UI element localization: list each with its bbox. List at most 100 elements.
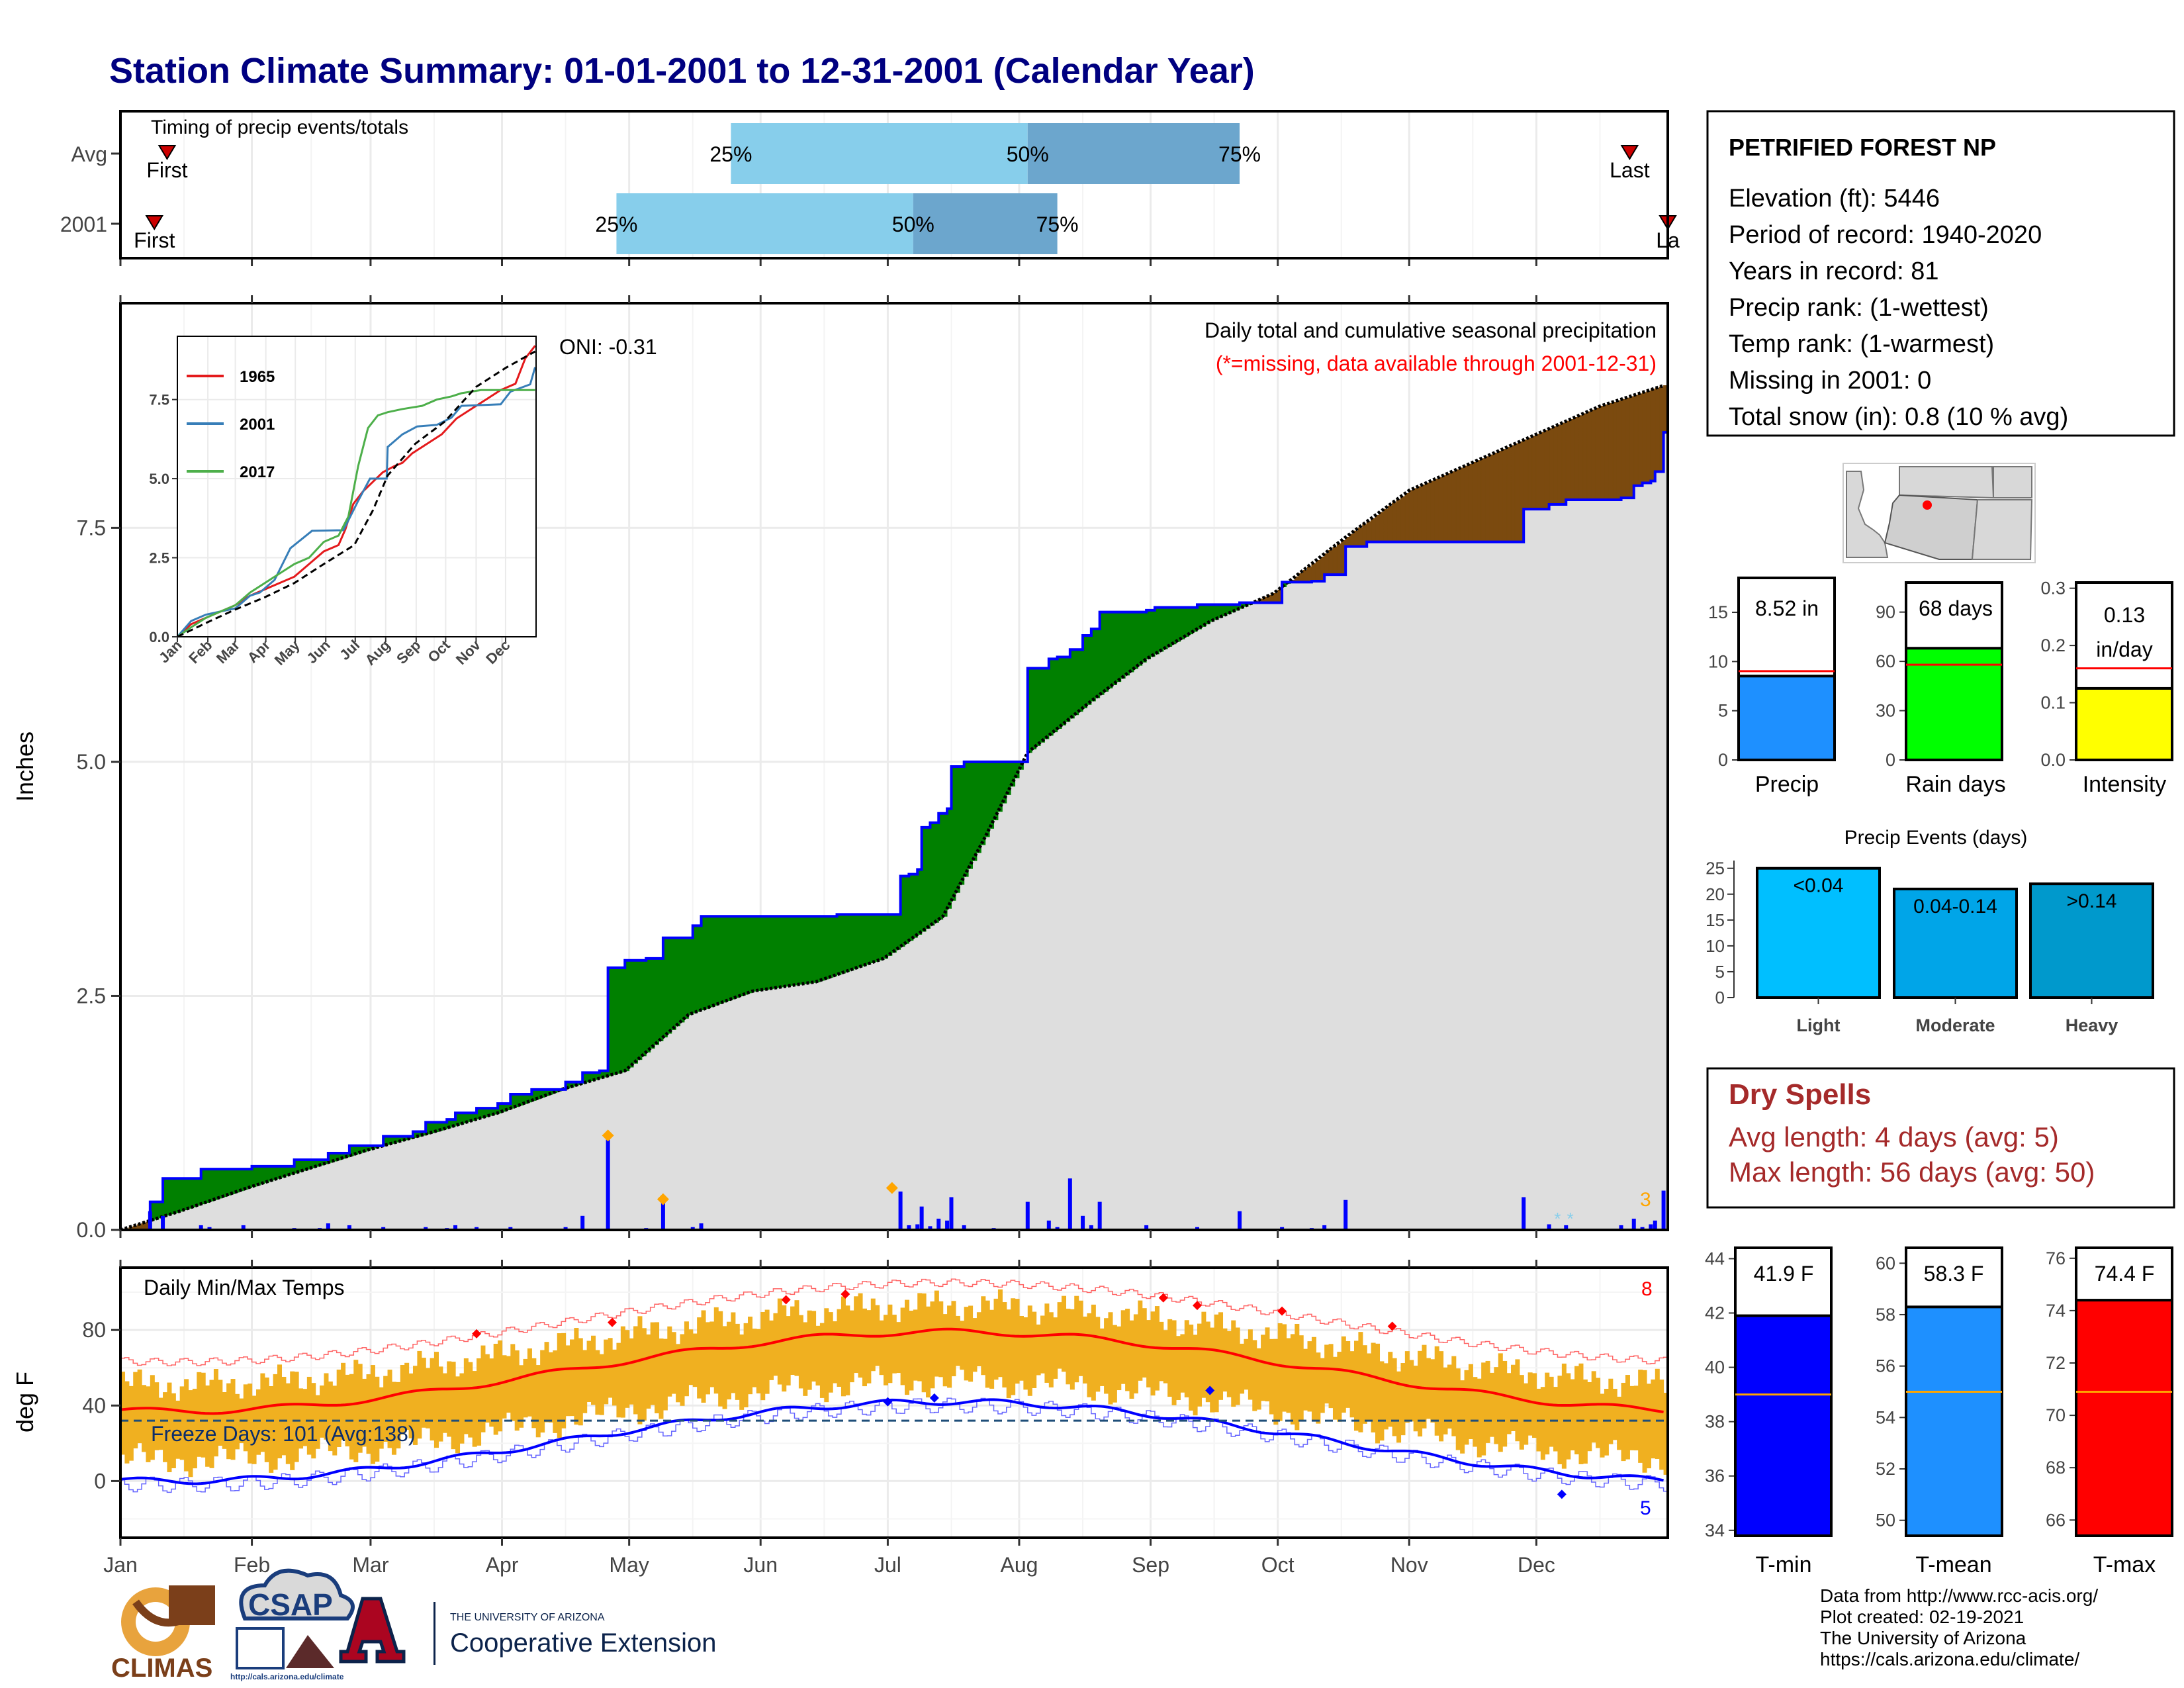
station-info-line: Years in record: 81 xyxy=(1729,258,1939,285)
daily-temp-bar xyxy=(1184,1320,1189,1397)
daily-precip-bar xyxy=(1046,1220,1051,1230)
stat-value-unit: in/day xyxy=(2096,637,2152,661)
daily-temp-bar xyxy=(375,1376,380,1462)
temp-summary-tick-label: 66 xyxy=(2046,1510,2066,1530)
daily-temp-bar xyxy=(667,1326,672,1397)
daily-temp-bar xyxy=(540,1350,545,1433)
temp-summary-value: 74.4 F xyxy=(2095,1262,2155,1286)
daily-temp-bar xyxy=(833,1321,838,1383)
daily-temp-bar xyxy=(726,1321,731,1400)
daily-temp-bar xyxy=(269,1385,274,1473)
daily-temp-bar xyxy=(752,1329,757,1387)
record-max-marker xyxy=(1277,1306,1287,1316)
precip-events-panel: Precip Events (days) 0 5 10 15 20 25 <0.04 Ligh… xyxy=(1706,827,2171,1035)
first-event-marker xyxy=(145,215,164,230)
daily-temp-bar xyxy=(1074,1295,1079,1383)
daily-temp-bar xyxy=(807,1310,812,1390)
daily-temp-bar xyxy=(484,1354,490,1423)
daily-temp-bar xyxy=(951,1301,956,1377)
daily-temp-bar xyxy=(841,1296,846,1397)
daily-temp-bar xyxy=(659,1338,664,1419)
dry-spells-box: Dry Spells Avg length: 4 days (avg: 5) M… xyxy=(1706,1067,2175,1209)
daily-temp-bar xyxy=(243,1384,248,1452)
daily-temp-bar xyxy=(1324,1344,1330,1404)
daily-temp-bar xyxy=(1112,1325,1117,1403)
daily-temp-bar xyxy=(1036,1324,1041,1376)
temp-ytick-label: 40 xyxy=(82,1393,106,1417)
stat-tick-label: 0.3 xyxy=(2040,579,2066,598)
daily-temp-bar xyxy=(1069,1309,1075,1390)
footer-line: Plot created: 02-19-2021 xyxy=(1820,1607,2024,1627)
temp-ytick-label: 80 xyxy=(82,1318,106,1342)
daily-temp-bar xyxy=(819,1323,825,1398)
daily-temp-bar xyxy=(620,1326,625,1418)
daily-temp-bar xyxy=(697,1317,702,1399)
temp-summary-t-mean: 50 52 54 56 58 60 58.3 F T-mean xyxy=(1876,1246,2003,1577)
timing-label-25: 25% xyxy=(709,142,752,166)
daily-precip-bar xyxy=(606,1138,610,1230)
temp-summary-bar xyxy=(1734,1314,1833,1538)
page-title: Station Climate Summary: 01-01-2001 to 1… xyxy=(109,51,1255,91)
daily-temp-bar xyxy=(896,1322,901,1374)
daily-temp-bar xyxy=(803,1322,808,1396)
daily-temp-bar xyxy=(1078,1300,1083,1376)
daily-temp-bar xyxy=(688,1329,694,1385)
ua-logo: THE UNIVERSITY OF ARIZONA Cooperative Ex… xyxy=(339,1597,716,1665)
precip-chart-title: Daily total and cumulative seasonal prec… xyxy=(1205,318,1657,342)
daily-temp-bar xyxy=(167,1382,172,1472)
daily-temp-bar xyxy=(968,1305,974,1382)
daily-temp-bar xyxy=(917,1293,923,1382)
daily-temp-bar xyxy=(955,1315,960,1366)
daily-temp-bar xyxy=(680,1334,685,1406)
daily-temp-bar xyxy=(887,1304,893,1383)
daily-temp-bar xyxy=(1409,1360,1414,1422)
daily-temp-bar xyxy=(1273,1338,1279,1425)
daily-temp-bar xyxy=(273,1374,278,1470)
temp-summary-tick-label: 60 xyxy=(1876,1253,1895,1273)
daily-temp-bar xyxy=(345,1374,350,1446)
first-event-label: First xyxy=(146,158,187,182)
daily-temp-bar xyxy=(849,1310,854,1383)
daily-temp-bar xyxy=(1477,1378,1482,1458)
footer-line: Data from http://www.rcc-acis.org/ xyxy=(1820,1585,2098,1606)
daily-temp-bar xyxy=(498,1340,503,1432)
stat-panel-precip: 0 5 10 15 8.52 in Precip xyxy=(1708,577,1836,797)
daily-temp-bar xyxy=(1625,1375,1630,1460)
daily-temp-bar xyxy=(1091,1304,1096,1401)
daily-temp-bar xyxy=(879,1320,884,1376)
daily-temp-bar xyxy=(782,1305,787,1392)
month-tick-label: Jul xyxy=(874,1553,901,1577)
daily-temp-bar xyxy=(790,1306,796,1376)
daily-temp-bar xyxy=(188,1390,193,1477)
daily-temp-bar xyxy=(1244,1338,1249,1390)
daily-temp-bar xyxy=(586,1340,592,1403)
inset-legend-label: 1965 xyxy=(240,368,275,386)
daily-temp-bar xyxy=(930,1301,935,1389)
daily-precip-bar xyxy=(148,1211,152,1230)
daily-temp-bar xyxy=(133,1372,138,1449)
daily-temp-bar xyxy=(404,1362,410,1430)
first-event-label: First xyxy=(134,228,175,252)
daily-temp-bar xyxy=(676,1344,681,1403)
stat-value: 68 days xyxy=(1919,596,1993,620)
events-bar-heavy xyxy=(2029,882,2154,1000)
daily-temp-bar xyxy=(251,1395,257,1464)
events-category-label: Heavy xyxy=(2066,1015,2118,1035)
daily-temp-bar xyxy=(1447,1364,1452,1429)
daily-temp-bar xyxy=(608,1338,613,1398)
station-info-line: Precip rank: (1-wettest) xyxy=(1729,294,1989,322)
daily-temp-bar xyxy=(760,1311,766,1401)
daily-temp-bar xyxy=(739,1334,745,1410)
daily-temp-bar xyxy=(298,1388,304,1449)
daily-precip-bar xyxy=(690,1227,695,1230)
daily-temp-bar xyxy=(548,1352,553,1423)
daily-temp-bar xyxy=(1201,1311,1206,1398)
daily-temp-bar xyxy=(421,1358,426,1428)
daily-temp-bar xyxy=(1655,1368,1660,1459)
avg-min-line xyxy=(120,1398,1664,1485)
daily-temp-bar xyxy=(960,1321,965,1370)
daily-temp-bar xyxy=(1019,1315,1024,1381)
daily-temp-bar xyxy=(798,1315,803,1389)
daily-temp-bar xyxy=(137,1369,142,1444)
month-tick-label: May xyxy=(609,1553,649,1577)
